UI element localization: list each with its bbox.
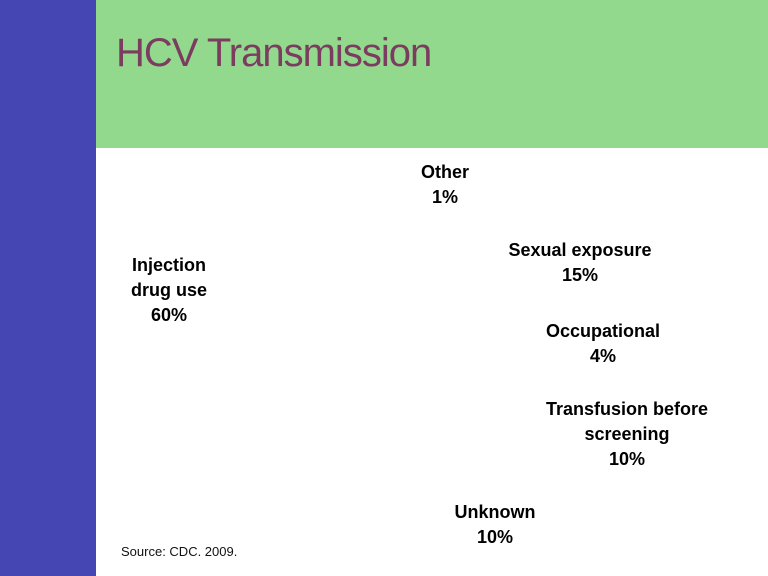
left-accent-bar [0,0,96,576]
pie-label-text: Other [420,162,470,182]
pie-label-text: drug use [130,280,208,300]
slide-title: HCV Transmission [116,31,432,75]
pie-label-occupational: Occupational 4% [546,319,660,369]
pie-label-percent: 60% [150,305,188,325]
source-note: Source: CDC. 2009. [121,544,238,559]
pie-label-other: Other 1% [421,160,469,210]
pie-label-text: Unknown [454,502,536,522]
pie-label-text: Occupational [545,321,661,341]
pie-label-text: Sexual exposure [508,240,652,260]
pie-label-text: Injection [131,255,207,275]
pie-label-transfusion-before-screening: Transfusion before screening 10% [546,397,708,472]
pie-label-injection-drug-use: Injection drug use 60% [131,253,207,328]
pie-label-text: screening [584,424,670,444]
pie-label-percent: 15% [561,265,599,285]
pie-label-unknown: Unknown 10% [455,500,536,550]
pie-label-percent: 10% [476,527,514,547]
pie-label-text: Transfusion before [545,399,709,419]
pie-label-percent: 4% [589,346,616,366]
slide-header-band [96,0,768,148]
pie-label-percent: 10% [608,449,646,469]
pie-label-sexual-exposure: Sexual exposure 15% [508,238,651,288]
pie-label-percent: 1% [431,187,459,207]
